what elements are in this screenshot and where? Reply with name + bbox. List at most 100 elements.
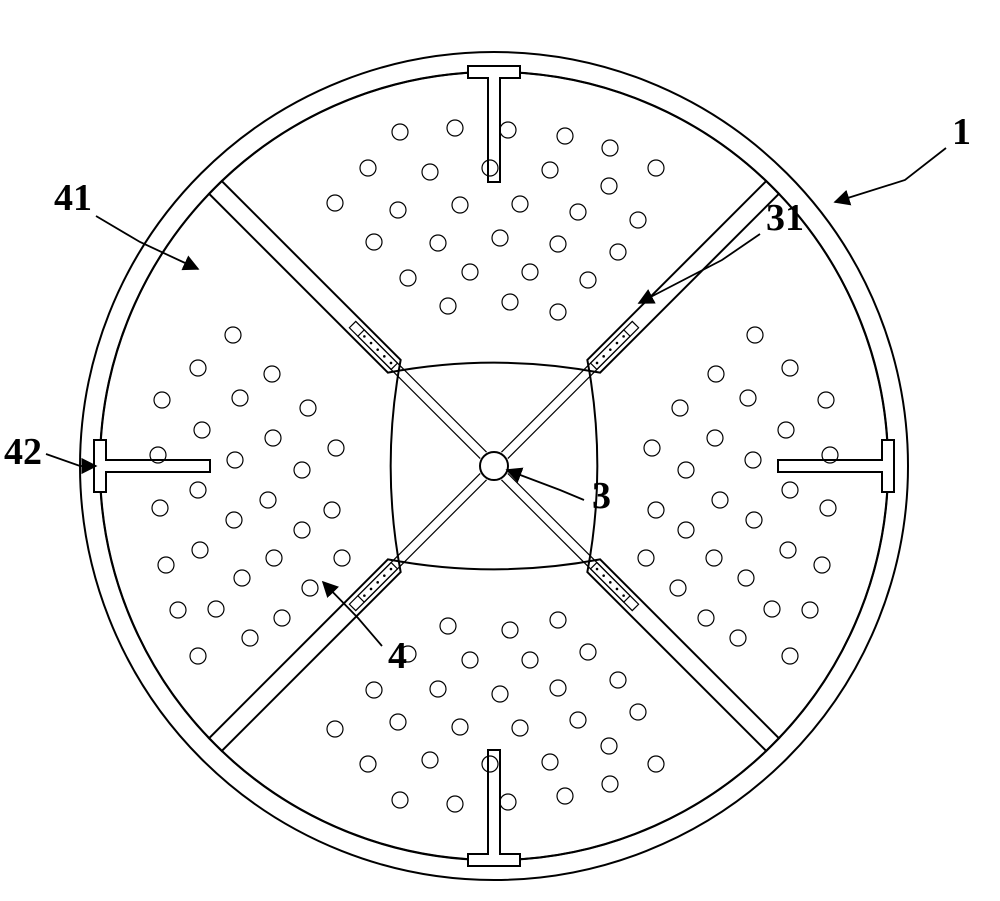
- hole: [225, 327, 241, 343]
- hole: [234, 570, 250, 586]
- hole: [324, 502, 340, 518]
- hole: [300, 400, 316, 416]
- hole: [698, 610, 714, 626]
- hole: [778, 422, 794, 438]
- hole: [512, 720, 528, 736]
- hole: [360, 756, 376, 772]
- center-hub: [480, 452, 508, 480]
- hole: [422, 164, 438, 180]
- hole: [746, 512, 762, 528]
- hole: [190, 648, 206, 664]
- hole: [542, 162, 558, 178]
- hole: [706, 550, 722, 566]
- hole: [154, 392, 170, 408]
- hole: [327, 721, 343, 737]
- hole: [782, 482, 798, 498]
- hole: [294, 462, 310, 478]
- hole: [570, 712, 586, 728]
- hole: [601, 178, 617, 194]
- hole: [610, 244, 626, 260]
- hole: [670, 580, 686, 596]
- hole: [447, 120, 463, 136]
- hole: [648, 756, 664, 772]
- hole: [492, 686, 508, 702]
- hole: [390, 714, 406, 730]
- hole: [747, 327, 763, 343]
- hole: [542, 754, 558, 770]
- hole: [678, 522, 694, 538]
- hole: [818, 392, 834, 408]
- hole: [601, 738, 617, 754]
- hole: [390, 202, 406, 218]
- hole: [678, 462, 694, 478]
- hole: [492, 230, 508, 246]
- hole: [550, 304, 566, 320]
- hole: [630, 212, 646, 228]
- label-l41: 41: [54, 177, 92, 219]
- hole: [392, 124, 408, 140]
- hole: [740, 390, 756, 406]
- hole: [730, 630, 746, 646]
- hole: [227, 452, 243, 468]
- hole: [190, 482, 206, 498]
- hole: [194, 422, 210, 438]
- hole: [500, 122, 516, 138]
- hole: [820, 500, 836, 516]
- hole: [707, 430, 723, 446]
- hole: [274, 610, 290, 626]
- hole: [550, 612, 566, 628]
- hole: [452, 719, 468, 735]
- hole: [638, 550, 654, 566]
- hole: [192, 542, 208, 558]
- center-spindle: [349, 321, 638, 610]
- hole: [302, 580, 318, 596]
- hole: [158, 557, 174, 573]
- hole: [580, 644, 596, 660]
- hole: [366, 682, 382, 698]
- hole: [294, 522, 310, 538]
- hole: [610, 672, 626, 688]
- hole: [328, 440, 344, 456]
- hole: [557, 128, 573, 144]
- leader-l1: [835, 148, 946, 202]
- hole: [570, 204, 586, 220]
- hole: [430, 235, 446, 251]
- label-l3: 3: [592, 475, 611, 517]
- hole: [502, 622, 518, 638]
- hole: [764, 601, 780, 617]
- hole: [580, 272, 596, 288]
- leader-l31: [639, 234, 760, 303]
- hole: [440, 298, 456, 314]
- leader-l4: [323, 582, 382, 646]
- label-l31: 31: [766, 197, 804, 239]
- hole: [260, 492, 276, 508]
- hole: [232, 390, 248, 406]
- leader-l42: [46, 454, 96, 466]
- hole: [550, 236, 566, 252]
- hole: [602, 776, 618, 792]
- hole: [208, 601, 224, 617]
- hole: [170, 602, 186, 618]
- hole: [226, 512, 242, 528]
- t-bracket: [468, 750, 520, 866]
- hole: [462, 652, 478, 668]
- hole: [400, 270, 416, 286]
- label-l1: 1: [952, 111, 971, 153]
- hole: [644, 440, 660, 456]
- hole: [502, 294, 518, 310]
- hole: [512, 196, 528, 212]
- hole: [190, 360, 206, 376]
- hole: [782, 648, 798, 664]
- hole: [814, 557, 830, 573]
- hole: [430, 681, 446, 697]
- hole: [422, 752, 438, 768]
- hole: [712, 492, 728, 508]
- hole: [242, 630, 258, 646]
- label-l42: 42: [4, 431, 42, 473]
- hole: [708, 366, 724, 382]
- hole: [522, 652, 538, 668]
- hole: [266, 550, 282, 566]
- hole: [780, 542, 796, 558]
- hole: [557, 788, 573, 804]
- hole: [500, 794, 516, 810]
